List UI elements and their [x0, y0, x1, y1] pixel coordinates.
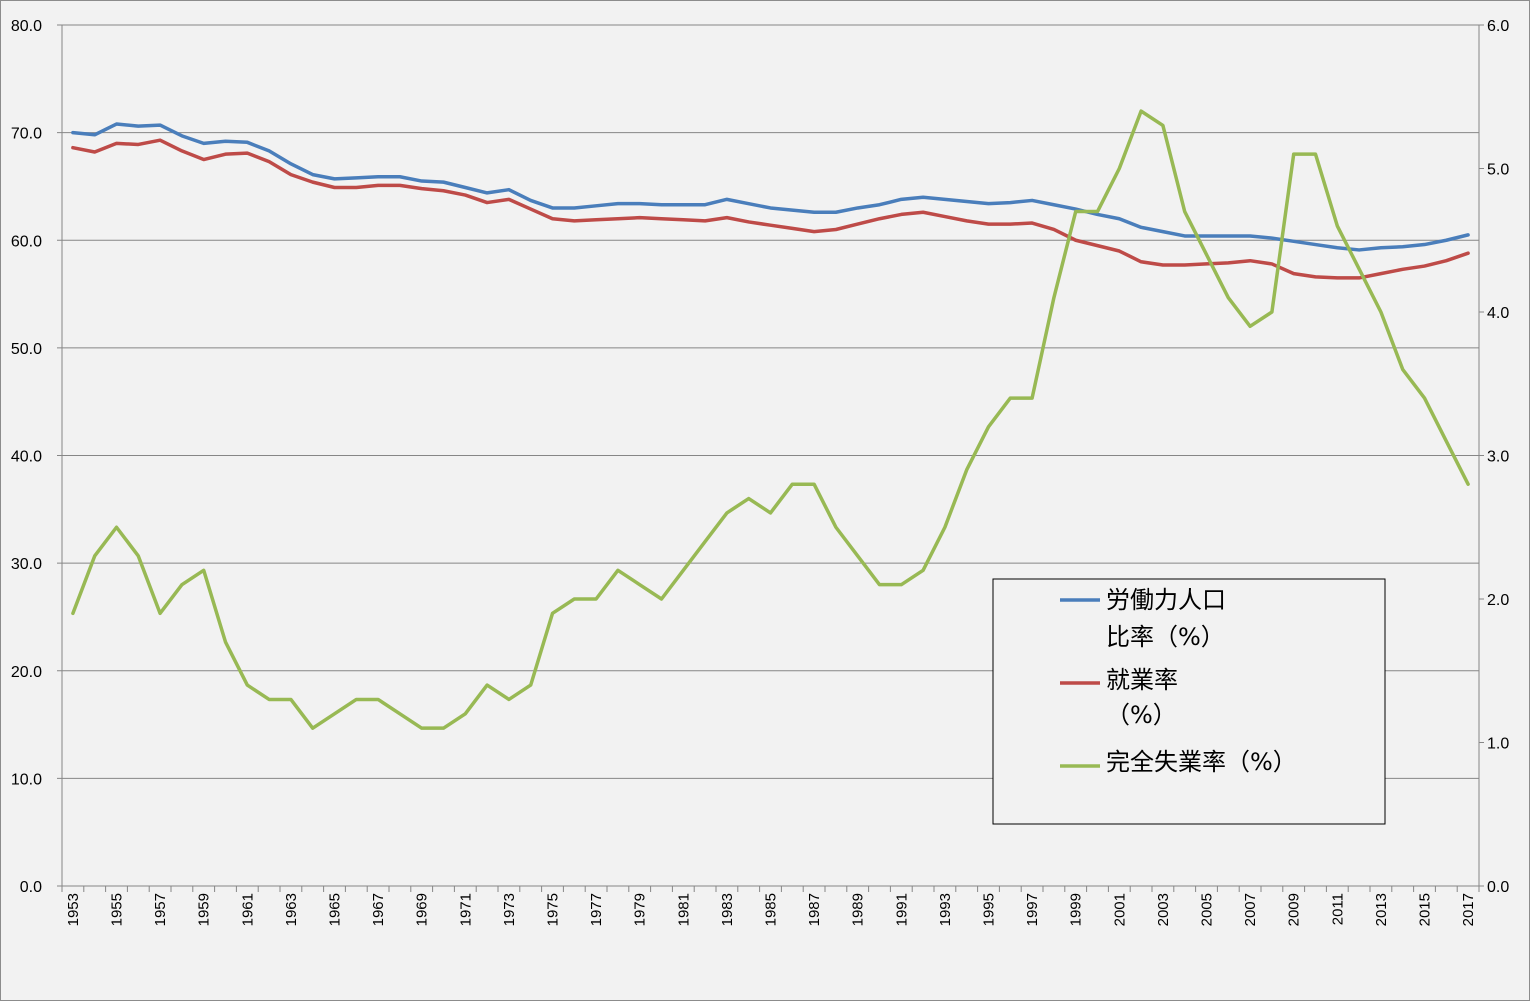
y-tick-label: 50.0 [11, 341, 42, 358]
y-tick-label: 30.0 [11, 556, 42, 573]
x-tick-label: 1987 [806, 893, 823, 926]
y-tick-label: 40.0 [11, 449, 42, 466]
x-tick-label: 1963 [283, 893, 300, 926]
y2-tick-label: 2.0 [1487, 592, 1509, 609]
y-tick-label: 60.0 [11, 233, 42, 250]
x-tick-label: 1997 [1024, 893, 1041, 926]
x-tick-label: 1977 [588, 893, 605, 926]
y2-tick-label: 3.0 [1487, 449, 1509, 466]
y-axis-right: 0.0 1.0 2.0 3.0 4.0 5.0 6.0 [1479, 18, 1509, 896]
x-axis: 1953 1955 1957 1959 1961 1963 1965 1967 1969 1971… [61, 886, 1480, 926]
series-line-2 [71, 109, 1470, 730]
x-tick-label: 1999 [1068, 893, 1085, 926]
series-line-1 [71, 138, 1470, 280]
x-tick-label: 1965 [327, 893, 344, 926]
x-tick-label: 1973 [501, 893, 518, 926]
series-lines [71, 109, 1470, 730]
x-tick-label: 1991 [893, 893, 910, 926]
x-tick-label: 1971 [457, 893, 474, 926]
x-tick-label: 1983 [719, 893, 736, 926]
x-tick-label: 1985 [763, 893, 780, 926]
y2-tick-label: 5.0 [1487, 162, 1509, 179]
legend-label-1: （%） [1106, 701, 1177, 729]
x-tick-label: 2003 [1155, 893, 1172, 926]
x-tick-label: 2009 [1286, 893, 1303, 926]
x-tick-label: 2013 [1373, 893, 1390, 926]
y-axis-left: 0.0 10.0 20.0 30.0 40.0 50.0 60.0 70.0 80.0 [11, 18, 62, 896]
x-tick-label: 1979 [632, 893, 649, 926]
x-tick-label: 1969 [414, 893, 431, 926]
x-tick-label: 1981 [675, 893, 692, 926]
x-tick-label: 1957 [152, 893, 169, 926]
x-tick-label: 2007 [1242, 893, 1259, 926]
x-tick-label: 1993 [937, 893, 954, 926]
y-tick-label: 80.0 [11, 18, 42, 35]
x-tick-label: 1975 [545, 893, 562, 926]
x-tick-label: 1961 [239, 893, 256, 926]
x-tick-label: 2005 [1199, 893, 1216, 926]
series-line-0 [71, 122, 1470, 252]
y-tick-label: 0.0 [20, 879, 42, 896]
y-tick-label: 10.0 [11, 771, 42, 788]
legend-label-0: 労働力人口 [1106, 586, 1226, 614]
legend-label-2: 完全失業率（%） [1106, 748, 1297, 776]
y-tick-label: 20.0 [11, 664, 42, 681]
y2-tick-label: 0.0 [1487, 879, 1509, 896]
x-tick-label: 1967 [370, 893, 387, 926]
y2-tick-label: 6.0 [1487, 18, 1509, 35]
x-tick-label: 1953 [65, 893, 82, 926]
x-tick-label: 1959 [196, 893, 213, 926]
y2-tick-label: 1.0 [1487, 736, 1509, 753]
x-tick-label: 1995 [981, 893, 998, 926]
x-tick-label: 2017 [1460, 893, 1477, 926]
x-tick-label: 2001 [1111, 893, 1128, 926]
x-tick-label: 1955 [109, 893, 126, 926]
x-tick-label: 1989 [850, 893, 867, 926]
y2-tick-label: 4.0 [1487, 305, 1509, 322]
legend-box [992, 578, 1386, 825]
legend-label-0: 比率（%） [1106, 623, 1225, 651]
x-tick-label: 2015 [1417, 893, 1434, 926]
legend-label-1: 就業率 [1106, 666, 1178, 694]
y-tick-label: 70.0 [11, 126, 42, 143]
x-tick-label: 2011 [1329, 893, 1346, 925]
